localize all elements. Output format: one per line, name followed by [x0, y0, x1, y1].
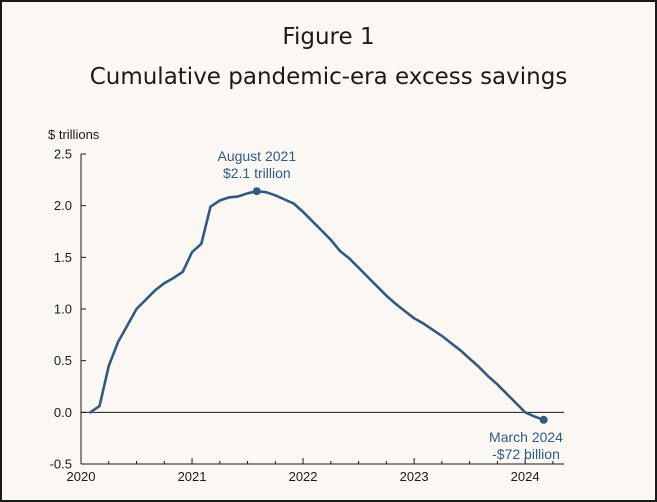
- peak-marker: [252, 187, 261, 196]
- y-tick-label: -0.5: [50, 457, 72, 472]
- chart-title: Cumulative pandemic-era excess savings: [89, 64, 568, 90]
- y-tick-label: 2.5: [54, 147, 72, 162]
- end-annotation-label: -$72 billion: [492, 446, 560, 462]
- x-tick-label: 2020: [67, 469, 96, 484]
- y-axis-label: $ trillions: [48, 127, 100, 142]
- x-tick-label: 2023: [400, 469, 429, 484]
- x-tick-label: 2022: [289, 469, 318, 484]
- end-marker: [539, 415, 548, 424]
- series-layer: [89, 189, 545, 422]
- series-line: [89, 189, 545, 422]
- annotations: August 2021$2.1 trillion March 2024-$72 b…: [217, 148, 563, 462]
- peak-annotation-label: August 2021: [217, 148, 296, 164]
- y-tick-label: 0.5: [54, 353, 72, 368]
- y-tick-label: 2.0: [54, 198, 72, 213]
- end-annotation-label: March 2024: [489, 429, 563, 445]
- x-tick-label: 2021: [178, 469, 207, 484]
- peak-annotation-label: $2.1 trillion: [223, 165, 291, 181]
- chart-axes: [80, 153, 564, 465]
- figure-label: Figure 1: [282, 24, 375, 50]
- y-tick-label: 1.5: [54, 250, 72, 265]
- x-tick-label: 2024: [511, 469, 540, 484]
- y-tick-label: 1.0: [54, 302, 72, 317]
- y-tick-label: 0.0: [54, 405, 72, 420]
